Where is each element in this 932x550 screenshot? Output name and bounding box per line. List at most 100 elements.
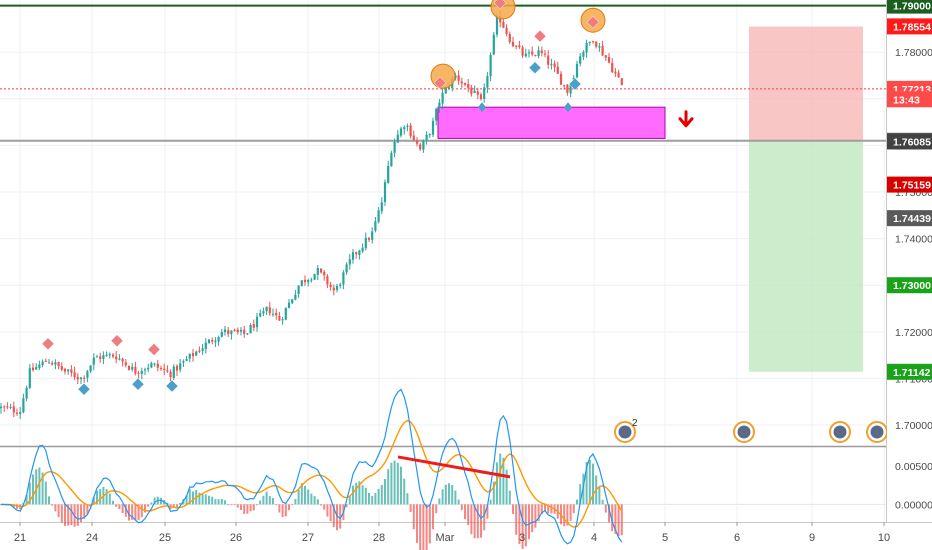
histogram-bar	[512, 504, 514, 514]
candle-body	[95, 356, 99, 358]
candle-body	[150, 363, 153, 368]
price-label-bg[interactable]	[887, 363, 932, 380]
y-tick-label: 1.70000	[895, 420, 932, 432]
candle-body	[604, 55, 607, 58]
candle-body	[211, 339, 214, 342]
candle-body	[323, 271, 326, 276]
event-badge[interactable]	[866, 421, 888, 443]
y-axis[interactable]: 1.700001.710001.720001.730001.740001.750…	[887, 0, 932, 522]
position-tool[interactable]	[749, 26, 863, 372]
low-diamond-marker	[478, 102, 486, 113]
histogram-bar	[476, 504, 479, 539]
histogram-bar	[153, 497, 156, 505]
candle-body	[441, 92, 444, 104]
candle-body	[249, 324, 252, 334]
histogram-bar	[220, 498, 223, 505]
candle-body	[147, 367, 150, 370]
candle-body	[89, 365, 92, 372]
candle-body	[76, 377, 79, 380]
x-tick-label: 26	[230, 532, 242, 544]
demand-box[interactable]	[437, 106, 666, 139]
candle-body	[63, 368, 67, 372]
histogram-bar	[44, 481, 47, 505]
histogram-bar	[310, 493, 313, 505]
histogram-bar	[108, 493, 111, 505]
x-tick-label: 3	[519, 532, 525, 544]
histogram-bar	[265, 491, 268, 505]
price-label-bg[interactable]	[887, 277, 932, 294]
x-axis[interactable]: 21 24 25 26 27 28 Mar 3 4 5 6 9 10	[14, 522, 890, 544]
candle-body	[140, 370, 143, 374]
candle-body	[425, 134, 428, 140]
oscillator-pane	[0, 388, 886, 550]
histogram-bar	[569, 504, 572, 521]
histogram-bar	[380, 484, 383, 505]
stop-loss-zone[interactable]	[749, 26, 863, 141]
histogram-bar	[76, 504, 79, 526]
histogram-bar	[566, 504, 569, 526]
candle-body	[470, 87, 473, 94]
histogram-bar	[528, 504, 530, 540]
histogram-bar	[432, 504, 434, 530]
candle-body	[0, 406, 3, 409]
price-label-bg[interactable]	[887, 176, 932, 193]
candle-body	[67, 369, 70, 372]
high-diamond-marker	[41, 337, 55, 351]
candle-body	[332, 287, 335, 291]
histogram-bar	[604, 504, 607, 513]
histogram-bar	[601, 499, 604, 505]
candle-body	[444, 87, 447, 94]
histogram-bar	[41, 472, 44, 505]
take-profit-zone[interactable]	[749, 140, 863, 372]
candle-body	[553, 63, 556, 68]
candle-body	[319, 268, 323, 273]
low-diamond-marker	[568, 77, 582, 91]
x-tick-label: 9	[809, 532, 815, 544]
candle-body	[284, 308, 287, 320]
demand-zone[interactable]	[437, 106, 694, 139]
histogram-bar	[358, 481, 361, 505]
histogram-bar	[294, 498, 297, 505]
horizontal-lines[interactable]	[0, 4, 886, 142]
candle-body	[518, 45, 521, 48]
histogram-bar	[492, 481, 495, 505]
candle-body	[15, 412, 19, 414]
histogram-bar	[313, 496, 316, 505]
candle-body	[591, 41, 595, 43]
histogram-bar	[473, 504, 476, 539]
histogram-bar	[448, 483, 450, 505]
histogram-bar	[592, 463, 594, 505]
event-badge[interactable]	[829, 421, 851, 443]
price-label-bg[interactable]	[887, 91, 932, 108]
candle-body	[547, 55, 550, 65]
histogram-bar	[112, 500, 114, 505]
candle-body	[563, 85, 566, 87]
price-label: 1.74439	[893, 213, 931, 225]
candle-body	[489, 54, 492, 77]
candle-body	[239, 329, 243, 332]
price-label-bg[interactable]	[887, 0, 932, 14]
event-badge[interactable]: 2	[614, 418, 638, 443]
high-diamond-marker	[110, 334, 124, 348]
histogram-bar	[576, 499, 578, 505]
price-label-bg[interactable]	[887, 133, 932, 150]
price-label: 1.71142	[893, 367, 931, 379]
price-label-bg[interactable]	[887, 18, 932, 35]
histogram-bar	[86, 504, 89, 515]
candle-body	[364, 237, 367, 249]
histogram-bar	[227, 504, 230, 506]
histogram-bar	[150, 502, 153, 505]
candle-body	[361, 247, 364, 252]
event-badge[interactable]	[733, 421, 755, 443]
histogram-bar	[192, 491, 194, 505]
histogram-bar	[201, 494, 204, 505]
histogram-bar	[281, 504, 284, 518]
candle-body	[556, 66, 559, 74]
candle-body	[351, 252, 355, 260]
histogram-bar	[243, 504, 246, 514]
candle-body	[431, 120, 435, 135]
candle-body	[601, 45, 604, 56]
price-label-bg[interactable]	[887, 210, 932, 227]
candle-body	[367, 237, 371, 240]
